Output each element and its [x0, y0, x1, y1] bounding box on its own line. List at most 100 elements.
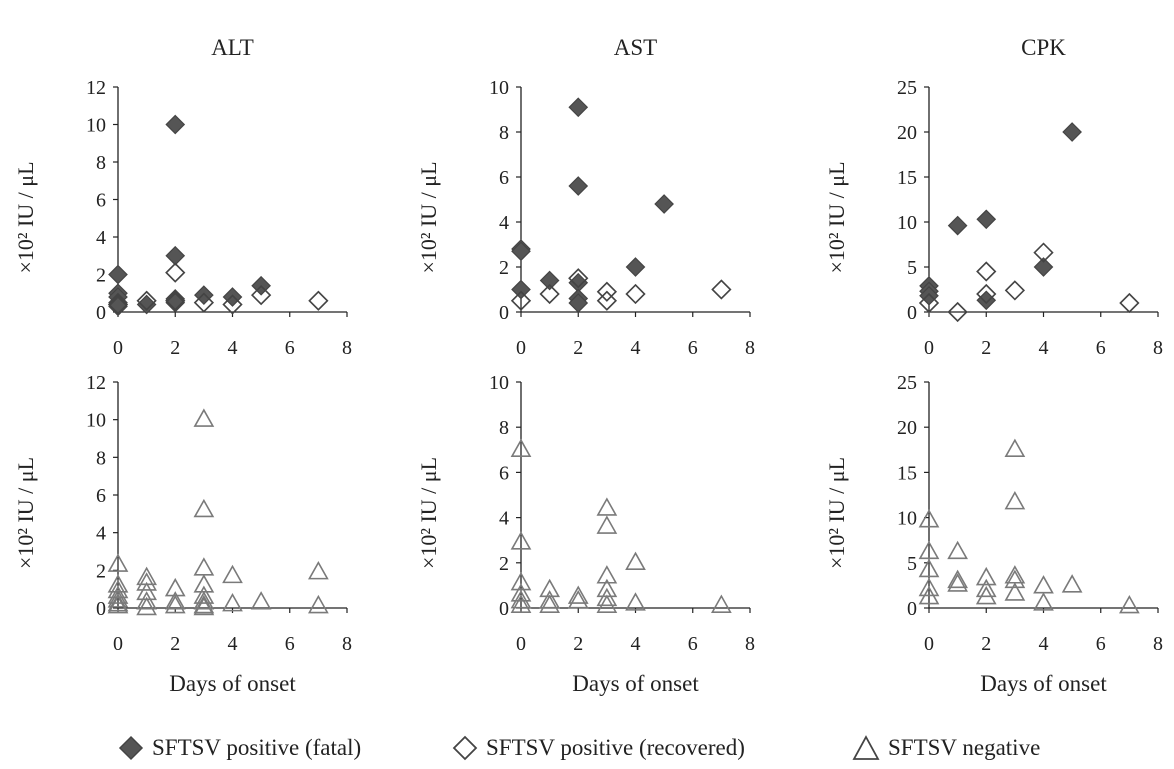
- y-tick-label: 0: [499, 302, 509, 324]
- y-tick-label: 12: [86, 77, 106, 99]
- negative-point: [308, 594, 329, 614]
- recovered-point: [596, 290, 618, 311]
- negative-point: [975, 585, 997, 605]
- negative-point: [539, 578, 560, 598]
- negative-point: [567, 589, 589, 609]
- negative-point: [193, 574, 215, 593]
- recovered-point: [596, 281, 618, 302]
- y-axis-label: ×10² IU / μL: [824, 457, 849, 569]
- negative-point: [596, 594, 618, 613]
- negative-point: [1119, 594, 1140, 614]
- chart-panel-5: 0 2 4 6 8 10 0 2 4 6 8 Days of onset ×10² IU / μL: [416, 372, 755, 696]
- y-axis-label: ×10² IU / μL: [416, 457, 441, 569]
- negative-point: [918, 577, 940, 597]
- x-tick-label: 6: [1096, 337, 1106, 359]
- x-tick-label: 4: [1039, 633, 1049, 655]
- recovered-point: [568, 268, 589, 289]
- y-tick-label: 4: [96, 227, 106, 249]
- x-tick-label: 0: [516, 633, 526, 655]
- recovered-point: [222, 294, 243, 315]
- y-tick-label: 8: [96, 447, 106, 469]
- open-diamond-icon: [452, 735, 478, 761]
- y-tick-label: 10: [489, 77, 509, 99]
- negative-point: [222, 593, 243, 612]
- y-tick-label: 4: [96, 523, 106, 545]
- negative-point: [625, 551, 646, 571]
- negative-point: [1033, 592, 1054, 611]
- fatal-point: [165, 114, 186, 135]
- y-tick-label: 0: [499, 598, 509, 620]
- y-tick-label: 12: [86, 372, 106, 394]
- recovered-point: [1119, 292, 1140, 314]
- chart-title: ALT: [211, 35, 254, 60]
- recovered-point: [976, 261, 997, 282]
- x-axis-label: Days of onset: [572, 671, 699, 696]
- negative-point: [918, 540, 940, 560]
- fatal-point: [568, 176, 589, 196]
- y-tick-label: 2: [96, 265, 106, 287]
- y-tick-label: 6: [499, 462, 509, 484]
- negative-point: [918, 585, 940, 605]
- fatal-point: [568, 97, 589, 118]
- negative-point: [222, 564, 243, 584]
- y-tick-label: 20: [897, 122, 917, 144]
- negative-point: [625, 592, 646, 611]
- chart-title: CPK: [1021, 35, 1066, 60]
- x-tick-label: 8: [745, 633, 755, 655]
- fatal-point: [1033, 257, 1054, 277]
- negative-point: [510, 571, 532, 591]
- negative-point: [193, 408, 215, 427]
- y-tick-label: 2: [96, 560, 106, 582]
- x-tick-label: 0: [113, 633, 123, 655]
- negative-point: [136, 591, 157, 610]
- negative-point: [1061, 574, 1083, 593]
- y-tick-label: 2: [499, 257, 509, 279]
- y-tick-label: 15: [897, 167, 917, 189]
- fatal-point: [568, 293, 589, 313]
- negative-point: [510, 531, 532, 550]
- negative-point: [1004, 565, 1026, 584]
- y-tick-label: 25: [897, 372, 917, 394]
- chart-panel-3: 0 5 10 15 20 25 0 2 4 6 8 CPK ×10² IU / μL: [824, 35, 1163, 359]
- recovered-point: [976, 283, 997, 305]
- negative-point: [596, 515, 618, 534]
- negative-point: [596, 587, 618, 607]
- y-tick-label: 8: [499, 417, 509, 439]
- y-tick-label: 10: [897, 212, 917, 234]
- y-axis-label: ×10² IU / μL: [824, 161, 849, 273]
- x-tick-label: 0: [924, 337, 934, 359]
- x-tick-label: 6: [285, 633, 295, 655]
- y-tick-label: 0: [907, 598, 917, 620]
- negative-point: [510, 594, 532, 613]
- y-tick-label: 6: [96, 485, 106, 507]
- fatal-point: [136, 294, 157, 315]
- legend: SFTSV positive (fatal) SFTSV positive (r…: [0, 728, 1174, 768]
- recovered-point: [918, 292, 940, 314]
- x-tick-label: 8: [1153, 337, 1163, 359]
- y-tick-label: 4: [499, 212, 509, 234]
- fatal-point: [539, 270, 560, 291]
- negative-point: [1004, 582, 1026, 601]
- legend-label-fatal: SFTSV positive (fatal): [152, 735, 362, 760]
- y-tick-label: 15: [897, 462, 917, 484]
- x-tick-label: 2: [981, 337, 991, 359]
- negative-point: [193, 591, 215, 610]
- recovered-point: [1004, 280, 1026, 301]
- negative-point: [947, 569, 968, 589]
- x-axis-label: Days of onset: [980, 671, 1107, 696]
- y-tick-label: 10: [86, 115, 106, 137]
- negative-point: [107, 594, 129, 614]
- recovered-point: [250, 284, 272, 306]
- y-axis-label: ×10² IU / μL: [13, 161, 38, 273]
- negative-point: [107, 593, 129, 612]
- y-tick-label: 10: [86, 410, 106, 432]
- negative-point: [510, 589, 532, 609]
- recovered-point: [136, 290, 157, 311]
- y-axis-label: ×10² IU / μL: [416, 161, 441, 273]
- negative-point: [510, 438, 532, 458]
- y-tick-label: 10: [897, 508, 917, 530]
- x-tick-label: 8: [342, 633, 352, 655]
- negative-point: [107, 585, 129, 604]
- x-axis-label: Days of onset: [169, 671, 296, 696]
- negative-point: [164, 591, 186, 610]
